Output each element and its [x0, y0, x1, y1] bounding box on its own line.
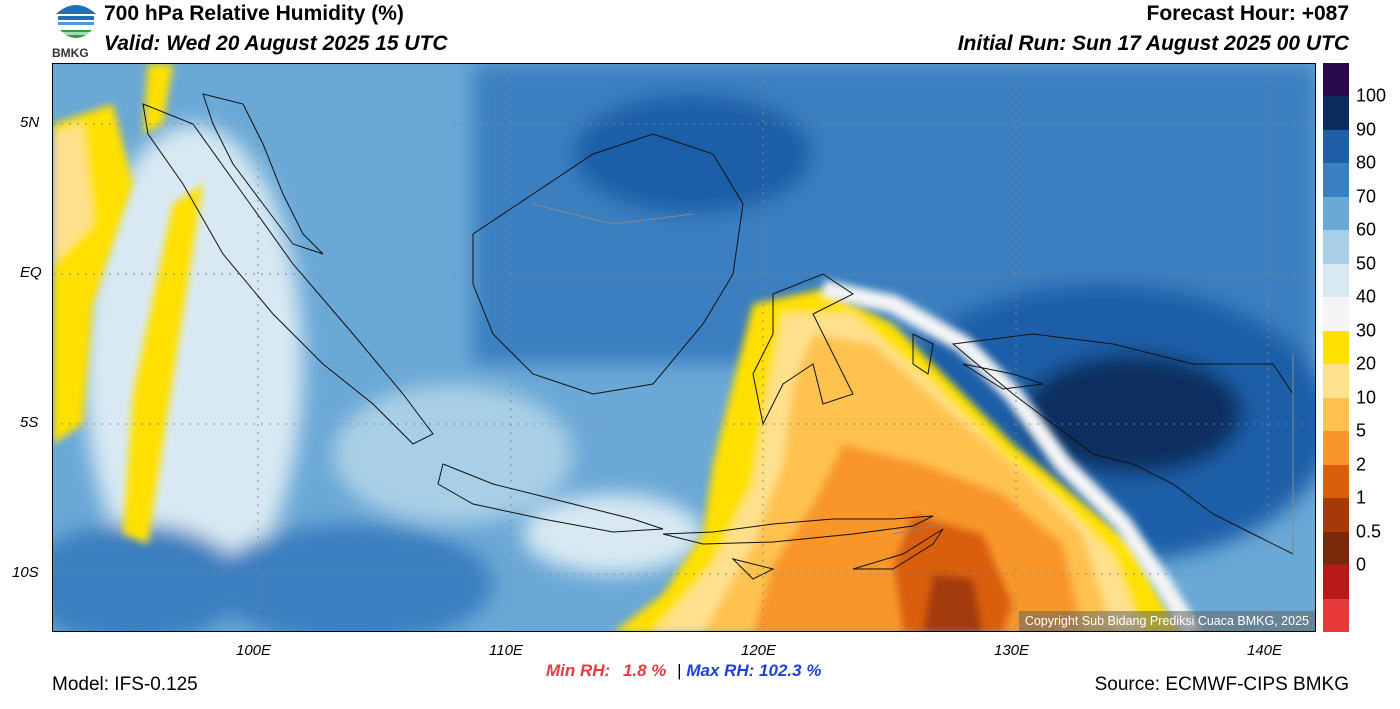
colorbar-segment — [1323, 330, 1349, 365]
colorbar-label: 90 — [1356, 119, 1377, 140]
initial-run: Initial Run: Sun 17 August 2025 00 UTC — [957, 32, 1349, 55]
lon-label-130e: 130E — [994, 642, 1030, 659]
lon-label-120e: 120E — [741, 642, 777, 659]
colorbar-label: 10 — [1356, 387, 1377, 408]
colorbar-label: 0.5 — [1356, 521, 1382, 542]
colorbar-segment — [1323, 297, 1349, 332]
colorbar-label: 5 — [1356, 420, 1367, 441]
lon-label-100e: 100E — [236, 642, 272, 659]
lat-label-5s: 5S — [20, 414, 39, 431]
colorbar-label: 2 — [1356, 454, 1367, 475]
colorbar-label: 0 — [1356, 554, 1367, 575]
colorbar-label: 100 — [1356, 85, 1387, 106]
min-rh-label: Min RH: — [546, 661, 611, 680]
colorbar-segment — [1323, 364, 1349, 399]
map-title: 700 hPa Relative Humidity (%) — [104, 2, 404, 25]
colorbar-segment — [1323, 431, 1349, 466]
colorbar-label: 20 — [1356, 353, 1377, 374]
colorbar-label: 40 — [1356, 286, 1377, 307]
colorbar-label: 70 — [1356, 186, 1377, 207]
colorbar-label: 60 — [1356, 219, 1377, 240]
colorbar-segment — [1323, 565, 1349, 600]
copyright-note: Copyright Sub Bidang Prediksi Cuaca BMKG… — [1018, 611, 1315, 631]
rh-separator: | — [677, 661, 682, 680]
humidity-colorbar — [1323, 63, 1349, 633]
min-rh-value: 1.8 % — [622, 661, 667, 680]
model-label: Model: IFS-0.125 — [52, 674, 198, 695]
colorbar-segment — [1323, 498, 1349, 533]
bmkg-logo: BMKG — [52, 0, 100, 60]
coastlines — [142, 93, 1294, 580]
colorbar-segment — [1323, 129, 1349, 164]
colorbar-segment — [1323, 397, 1349, 432]
colorbar-label: 1 — [1356, 487, 1367, 508]
colorbar-label: 30 — [1356, 320, 1377, 341]
colorbar-segment — [1323, 464, 1349, 499]
lat-label-eq: EQ — [20, 264, 42, 281]
lon-label-140e: 140E — [1247, 642, 1283, 659]
source-label: Source: ECMWF-CIPS BMKG — [1094, 674, 1349, 695]
colorbar-segment — [1323, 163, 1349, 198]
forecast-hour: Forecast Hour: +087 — [1146, 2, 1350, 25]
valid-time: Valid: Wed 20 August 2025 15 UTC — [104, 32, 448, 55]
colorbar-label: 50 — [1356, 253, 1377, 274]
colorbar-segment — [1323, 230, 1349, 265]
colorbar-segment — [1323, 531, 1349, 566]
colorbar-segment — [1323, 96, 1349, 131]
colorbar-segment — [1323, 598, 1349, 633]
lat-label-10s: 10S — [12, 564, 39, 581]
humidity-field — [53, 64, 1315, 631]
colorbar-label: 80 — [1356, 152, 1377, 173]
humidity-map: Copyright Sub Bidang Prediksi Cuaca BMKG… — [52, 63, 1316, 632]
colorbar-segment — [1323, 263, 1349, 298]
rh-stats: Min RH: 1.8 % | Max RH: 102.3 % — [546, 661, 821, 681]
max-rh: Max RH: 102.3 % — [686, 661, 822, 680]
colorbar-segment — [1323, 196, 1349, 231]
colorbar-segment — [1323, 63, 1349, 97]
lat-label-5n: 5N — [20, 114, 40, 131]
logo-text: BMKG — [52, 46, 89, 60]
lon-label-110e: 110E — [489, 642, 523, 659]
